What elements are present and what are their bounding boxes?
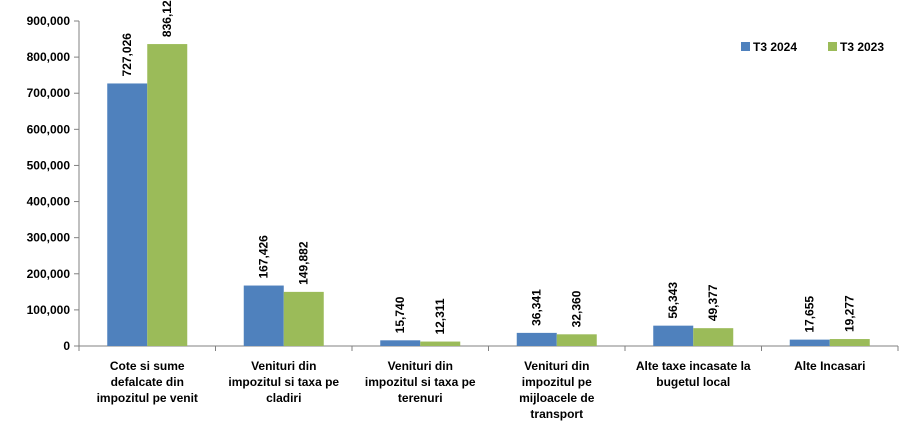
data-label: 56,343 <box>666 282 680 319</box>
x-category-label-line: bugetul local <box>656 375 730 389</box>
bar-t3-2024 <box>789 339 830 346</box>
x-category-label-line: impozitul pe <box>522 375 592 389</box>
y-tick-label: 700,000 <box>27 86 71 100</box>
data-label: 836,120 <box>160 0 174 37</box>
x-category-label-line: defalcate din <box>111 375 184 389</box>
y-tick-label: 400,000 <box>27 195 71 209</box>
x-category-label-line: Venituri din <box>251 359 316 373</box>
legend-label: T3 2023 <box>840 40 884 54</box>
chart-axes <box>78 21 899 351</box>
y-tick-label: 800,000 <box>27 50 71 64</box>
legend-swatch <box>828 42 837 51</box>
bar-t3-2023 <box>147 44 188 346</box>
bar-t3-2024 <box>243 285 284 346</box>
data-label: 32,360 <box>570 290 584 327</box>
x-category-label-line: Alte taxe incasate la <box>636 359 751 373</box>
data-label: 36,341 <box>530 289 544 326</box>
data-label: 49,377 <box>706 284 720 321</box>
y-tick-label: 500,000 <box>27 158 71 172</box>
bar-t3-2023 <box>283 291 324 346</box>
x-category-label-line: impozitul si taxa pe <box>228 375 339 389</box>
bar-t3-2024 <box>107 83 148 346</box>
data-label: 19,277 <box>843 295 857 332</box>
bar-t3-2023 <box>693 328 734 346</box>
x-category-label-line: cladiri <box>266 391 301 405</box>
data-label: 167,426 <box>257 235 271 279</box>
bar-t3-2023 <box>420 341 461 346</box>
x-category-label: Alte taxe incasate la bugetul local <box>636 359 751 389</box>
x-category-label-line: Venituri din <box>388 359 453 373</box>
data-labels: 727,026 167,426 15,740 36,341 56,343 17,655 83… <box>120 0 857 335</box>
data-label: 17,655 <box>803 296 817 333</box>
y-tick-label: 900,000 <box>27 14 71 28</box>
bar-t3-2024 <box>653 325 694 346</box>
y-tick-label: 100,000 <box>27 303 71 317</box>
legend-label: T3 2024 <box>753 40 797 54</box>
chart-legend: T3 2024 T3 2023 <box>741 40 884 54</box>
x-category-label: Venituri din impozitul si taxa pe terenuri <box>365 359 476 405</box>
bar-t3-2023 <box>829 339 870 346</box>
x-category-label-line: transport <box>530 407 583 421</box>
bar-t3-2024 <box>516 332 557 346</box>
bar-t3-2024 <box>380 340 421 346</box>
data-label: 15,740 <box>393 296 407 333</box>
y-tick-label: 300,000 <box>27 231 71 245</box>
x-category-label-line: Cote si sume <box>110 359 185 373</box>
x-category-label: Venituri din impozitul pe mijloacele de tra… <box>519 359 595 421</box>
x-category-label: Cote si sume defalcate din impozitul pe ve… <box>97 359 198 405</box>
x-category-label-line: impozitul si taxa pe <box>365 375 476 389</box>
y-axis-ticks: 0 100,000 200,000 300,000 400,000 500,000 600,… <box>27 14 79 353</box>
y-tick-label: 0 <box>63 339 70 353</box>
x-category-label-line: mijloacele de <box>519 391 595 405</box>
x-category-label-line: terenuri <box>398 391 443 405</box>
y-tick-label: 200,000 <box>27 267 71 281</box>
bar-t3-2023 <box>556 334 597 346</box>
y-tick-label: 600,000 <box>27 122 71 136</box>
x-category-label-line: impozitul pe venit <box>97 391 198 405</box>
x-category-label-line: Venituri din <box>524 359 589 373</box>
legend-swatch <box>741 42 750 51</box>
data-label: 727,026 <box>120 33 134 77</box>
x-category-label-line: Alte Incasari <box>794 359 865 373</box>
x-category-label: Alte Incasari <box>794 359 865 373</box>
chart-bars <box>107 44 870 346</box>
data-label: 149,882 <box>297 241 311 285</box>
data-label: 12,311 <box>433 298 447 334</box>
x-category-label: Venituri din impozitul si taxa pe cladiri <box>228 359 339 405</box>
x-axis-category-labels: Cote si sume defalcate din impozitul pe ve… <box>97 359 866 421</box>
